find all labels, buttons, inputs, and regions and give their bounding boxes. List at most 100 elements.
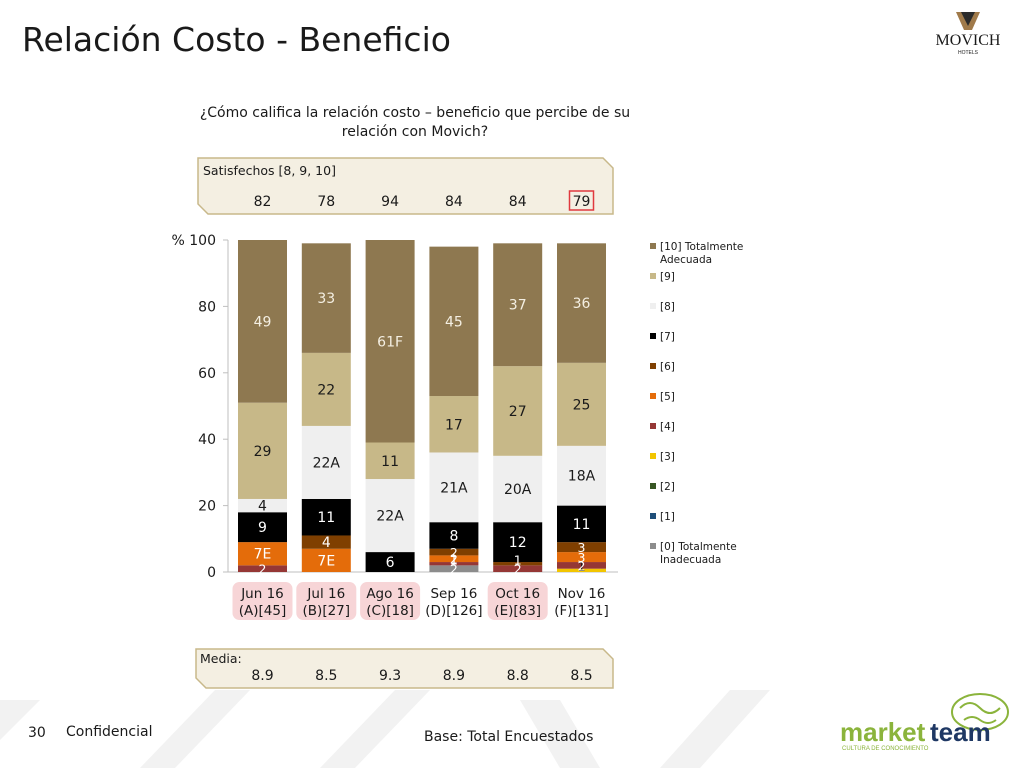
- bar-segment: [301, 498, 351, 536]
- satisfechos-value: 82: [254, 194, 272, 210]
- brain-icon: [951, 693, 1009, 740]
- bar-segment: [429, 522, 479, 549]
- legend-label: [2]: [660, 481, 675, 493]
- y-tick-label: 40: [198, 432, 216, 448]
- legend-label: [6]: [660, 361, 675, 373]
- category-label: Oct 16: [495, 586, 540, 602]
- marketteam-name-a: market: [840, 717, 926, 747]
- bar-segment: [557, 568, 606, 572]
- bar-segment: [365, 479, 415, 553]
- legend-swatch: [650, 393, 656, 399]
- bar-segment: [238, 402, 287, 499]
- brand-sub: HOTELS: [958, 50, 979, 56]
- data-label: 2: [450, 562, 458, 577]
- data-label: 27: [509, 404, 527, 420]
- brand-name: MOVICH: [936, 32, 1001, 49]
- legend-label: [3]: [660, 451, 675, 463]
- data-label: 11: [573, 517, 591, 533]
- data-label: 17: [445, 417, 463, 433]
- category-label: Nov 16: [558, 586, 606, 602]
- legend-swatch: [650, 273, 656, 279]
- bar-segment: [238, 498, 287, 513]
- bar-segment: [301, 535, 351, 549]
- data-label: 45: [445, 314, 463, 330]
- legend-swatch: [650, 363, 656, 369]
- marketteam-logo: market team CULTURA DE CONOCIMIENTO: [840, 693, 1009, 752]
- y-tick-label: 80: [198, 299, 216, 315]
- data-label: 22A: [376, 509, 404, 525]
- category-sub-label: (C)[18]: [366, 603, 414, 619]
- data-label: 11: [317, 510, 335, 526]
- satisfechos-value: 79: [573, 194, 591, 210]
- bar-segment: [557, 542, 606, 553]
- y-tick-label: 0: [207, 565, 216, 581]
- data-label: 1: [450, 552, 458, 567]
- bar-segment: [238, 512, 287, 543]
- bar-segment: [365, 552, 415, 572]
- bar-segment: [493, 243, 543, 367]
- data-label: 3: [578, 550, 586, 565]
- satisfechos-value: 78: [317, 194, 335, 210]
- media-value: 8.5: [570, 668, 592, 684]
- legend-swatch: [650, 303, 656, 309]
- bar-segment: [493, 366, 543, 456]
- data-label: 8: [449, 528, 458, 544]
- data-label: 9: [258, 520, 267, 536]
- bar-segment: [557, 552, 606, 563]
- satisfechos-box: Satisfechos [8, 9, 10] 82 78 94 84 84 79: [197, 157, 614, 215]
- legend-swatch: [650, 423, 656, 429]
- media-label: Media:: [200, 651, 242, 666]
- legend-swatch: [650, 543, 656, 549]
- data-label: 7E: [317, 553, 335, 569]
- media-value: 9.3: [379, 668, 401, 684]
- data-label: 7E: [254, 547, 272, 563]
- bar-segment: [493, 455, 543, 523]
- data-label: 37: [509, 298, 527, 314]
- data-label: 4: [258, 499, 267, 515]
- bar-segment: [429, 555, 479, 563]
- category-sub-label: (A)[45]: [239, 603, 286, 619]
- media-value: 8.8: [507, 668, 529, 684]
- category-highlight: [296, 582, 357, 620]
- bar-segment: [301, 425, 351, 499]
- data-label: 6: [386, 555, 395, 571]
- bar-segment: [429, 548, 479, 556]
- page-number: 30: [28, 725, 46, 741]
- data-label: 18A: [568, 469, 596, 485]
- legend-swatch: [650, 453, 656, 459]
- data-label: 20A: [504, 482, 532, 498]
- category-highlight: [487, 582, 548, 620]
- y-tick-label: 20: [198, 499, 216, 515]
- data-label: 25: [573, 397, 591, 413]
- category-sub-label: (F)[131]: [554, 603, 609, 619]
- category-label: Ago 16: [366, 586, 414, 602]
- bar-segment: [557, 362, 606, 446]
- bar-segment: [557, 562, 606, 569]
- legend-label-cont: Adecuada: [660, 254, 712, 266]
- movich-mark-icon: [956, 12, 980, 30]
- data-label: 11: [381, 454, 399, 470]
- legend-label: [1]: [660, 511, 675, 523]
- data-label: 21A: [440, 480, 468, 496]
- data-label: 49: [254, 314, 272, 330]
- category-sub-label: (B)[27]: [303, 603, 351, 619]
- bar-segment: [429, 246, 479, 397]
- legend-label-cont: Inadecuada: [660, 554, 721, 566]
- bar-segment: [238, 542, 287, 566]
- category-label: Sep 16: [430, 586, 477, 602]
- base-label: Base: Total Encuestados: [424, 729, 594, 745]
- bar-segment: [557, 445, 606, 506]
- media-value: 8.9: [251, 668, 273, 684]
- data-label: 2: [450, 552, 458, 567]
- legend-label: [8]: [660, 301, 675, 313]
- marketteam-tagline: CULTURA DE CONOCIMIENTO: [842, 746, 929, 752]
- bar-segment: [301, 352, 351, 426]
- bar-segment: [429, 565, 479, 572]
- legend-label: [5]: [660, 391, 675, 403]
- data-label: 2: [450, 545, 458, 560]
- category-label: Jul 16: [306, 586, 345, 602]
- category-sub-label: (D)[126]: [425, 603, 482, 619]
- satisfechos-label: Satisfechos [8, 9, 10]: [203, 163, 336, 178]
- legend-label: [7]: [660, 331, 675, 343]
